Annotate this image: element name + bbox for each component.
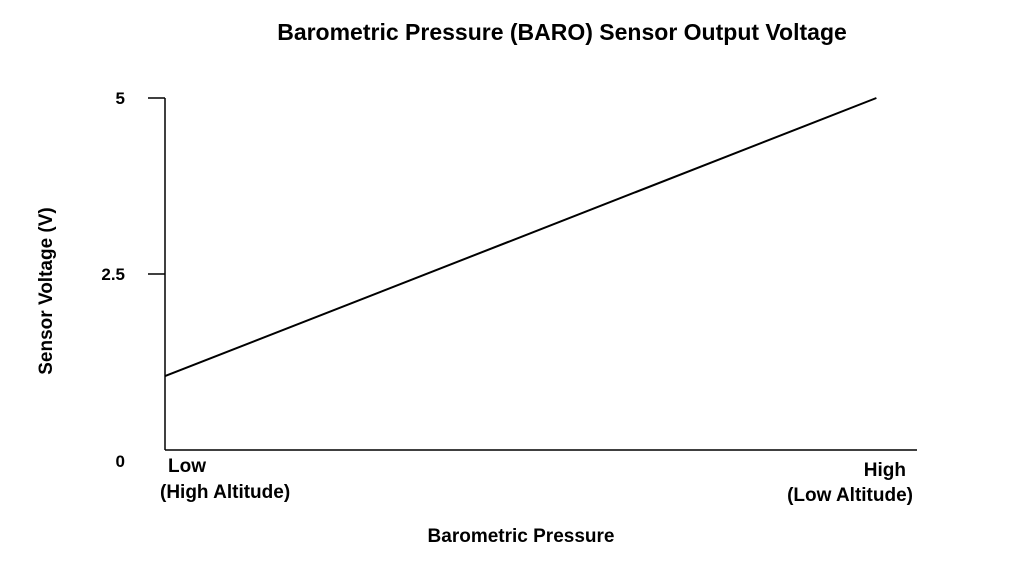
y-ticks: 02.55 [101, 89, 165, 471]
y-tick-label: 2.5 [101, 265, 125, 284]
y-tick-label: 5 [116, 89, 125, 108]
chart-title: Barometric Pressure (BARO) Sensor Output… [277, 19, 847, 45]
series-line [164, 97, 877, 378]
x-tick-label: (High Altitude) [160, 482, 290, 503]
x-tick-label: High [864, 460, 906, 481]
x-axis-label: Barometric Pressure [428, 526, 615, 547]
x-tick-labels: Low (High Altitude) High (Low Altitude) [160, 456, 913, 506]
y-axis-label: Sensor Voltage (V) [36, 207, 57, 375]
x-tick-label: Low [168, 456, 206, 477]
x-tick-label: (Low Altitude) [787, 485, 913, 506]
y-tick-label: 0 [116, 452, 125, 471]
series-group [164, 97, 877, 378]
